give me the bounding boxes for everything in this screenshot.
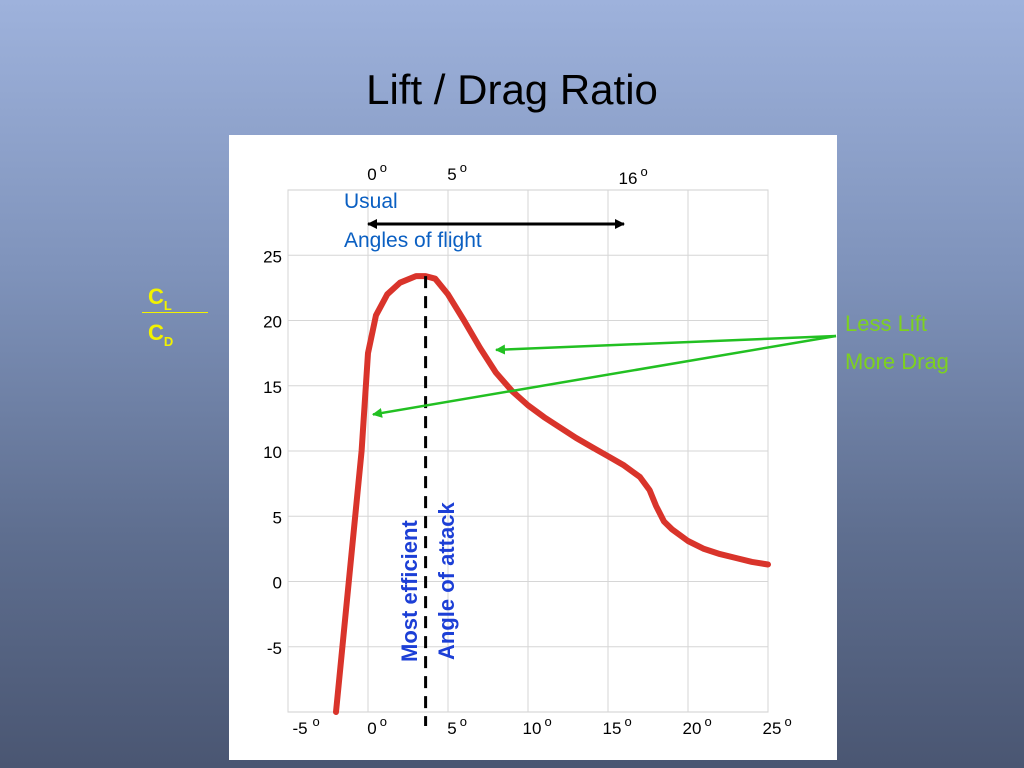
degree-symbol: o — [545, 714, 552, 729]
y-tick-label: 15 — [263, 378, 282, 397]
callout-line-1: Less Lift — [845, 311, 927, 336]
top-tick-label: 16 — [619, 169, 638, 188]
fraction-bar — [142, 312, 208, 313]
y-tick-label: -5 — [267, 639, 282, 658]
slide-title: Lift / Drag Ratio — [366, 66, 658, 113]
usual-label: Usual — [344, 190, 398, 213]
x-tick-label: 10 — [523, 719, 542, 738]
y-tick-label: 5 — [273, 508, 282, 527]
degree-symbol: o — [705, 714, 712, 729]
more-drag-arrow — [372, 334, 837, 418]
x-tick-label: 5 — [447, 719, 456, 738]
less-lift-arrow — [495, 334, 837, 355]
y-tick-label: 0 — [273, 574, 282, 593]
x-tick-label: 20 — [683, 719, 702, 738]
y-tick-label: 10 — [263, 443, 282, 462]
chart-panel — [229, 135, 837, 760]
degree-symbol: o — [785, 714, 792, 729]
x-tick-label: 0 — [367, 719, 376, 738]
top-tick-label: 0 — [367, 165, 376, 184]
y-tick-label: 25 — [263, 247, 282, 266]
y-axis-label-denominator: CD — [148, 320, 174, 349]
y-axis-label-numerator: CL — [148, 284, 172, 313]
degree-symbol: o — [380, 714, 387, 729]
degree-symbol: o — [641, 164, 648, 179]
x-tick-label: 25 — [763, 719, 782, 738]
lift-drag-curve — [333, 273, 771, 715]
degree-symbol: o — [313, 714, 320, 729]
degree-symbol: o — [460, 714, 467, 729]
y-tick-label: 20 — [263, 313, 282, 332]
callout-line-2: More Drag — [845, 349, 949, 374]
x-tick-label: 15 — [603, 719, 622, 738]
angles-of-flight-label: Angles of flight — [344, 229, 482, 252]
degree-symbol: o — [625, 714, 632, 729]
top-tick-label: 5 — [447, 165, 456, 184]
angle-of-attack-label: Angle of attack — [434, 502, 459, 660]
x-tick-label: -5 — [292, 719, 307, 738]
callout-text: Less Lift More Drag — [845, 305, 949, 381]
degree-symbol: o — [380, 160, 387, 175]
degree-symbol: o — [460, 160, 467, 175]
most-efficient-label: Most efficient — [397, 520, 422, 662]
